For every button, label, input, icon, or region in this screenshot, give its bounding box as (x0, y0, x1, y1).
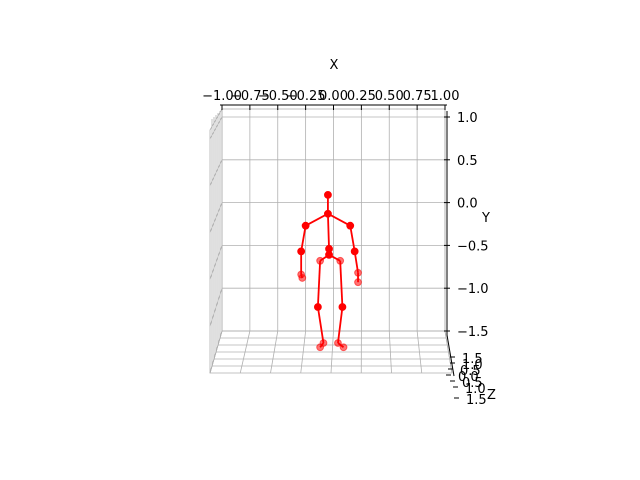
bone-right_shoulder-right_elbow (300, 225, 307, 252)
plot-panes (209, 107, 453, 374)
x-tick-label-8: 1.00 (431, 89, 460, 104)
x-tick-label-0: −1.00 (202, 89, 242, 104)
x-tick-label-1: −0.75 (230, 89, 270, 104)
joint-left_hand (354, 278, 362, 287)
skeleton-joints (297, 190, 362, 352)
joint-left_knee (338, 303, 347, 311)
joint-left_shoulder (346, 221, 355, 230)
x-tick-label-5: 0.25 (347, 89, 376, 104)
y-tick-label-3: −0.5 (457, 239, 489, 254)
joint-left_wrist (354, 268, 362, 277)
z-axis-label: Z (487, 388, 496, 403)
joint-right_hand (298, 274, 307, 282)
bone-right_knee-right_ankle (317, 306, 325, 344)
gridlines (209, 109, 453, 374)
joint-right_hip (316, 256, 325, 265)
bone-left_knee-left_ankle (337, 306, 344, 344)
x-tick-label-6: 0.50 (375, 89, 404, 104)
z-tick-label-0: 1.5 (462, 352, 483, 367)
joint-right_shoulder (301, 221, 310, 230)
z-axis-line (446, 334, 455, 377)
bone-right_hip-right_knee (316, 260, 322, 308)
y-tick-label-5: −1.5 (457, 325, 489, 340)
x-axis-label: X (330, 58, 339, 73)
joint-left_hip (336, 256, 345, 265)
x-tick-label-2: −0.50 (258, 89, 298, 104)
skeleton-bones (300, 194, 359, 348)
z-tick-label-5: 1.0 (465, 382, 486, 397)
x-tick-label-4: 0.00 (319, 89, 348, 104)
joint-left_elbow (350, 247, 359, 256)
bone-neck-right_shoulder (305, 212, 329, 227)
joint-left_ankle (334, 339, 342, 347)
y-tick-label-4: −1.0 (457, 282, 489, 297)
z-tick-label-4: 0.5 (462, 376, 483, 391)
z-tick-label-6: 1.5 (466, 393, 487, 408)
x-axis: −1.00−0.75−0.50−0.250.000.250.500.751.00 (202, 89, 459, 110)
y-tick-label-0: 1.0 (457, 111, 478, 126)
joint-head (324, 190, 332, 199)
bone-left_shoulder-left_elbow (349, 225, 356, 252)
x-tick-label-7: 0.75 (403, 89, 432, 104)
joint-neck (324, 209, 332, 218)
bone-neck-left_shoulder (327, 212, 351, 227)
bone-neck-spine (327, 213, 330, 249)
joint-right_knee (313, 303, 322, 311)
joint-left_foot (339, 343, 348, 352)
z-tick-label-3: 0.0 (458, 370, 479, 385)
y-axis-label: Y (481, 211, 490, 226)
joint-right_elbow (297, 247, 306, 256)
y-tick-label-2: 0.0 (457, 197, 478, 212)
z-tick-label-1: 1.0 (462, 358, 483, 373)
joint-right_foot (316, 343, 325, 352)
bone-left_hip-left_knee (339, 260, 344, 308)
joint-pelvis (325, 250, 333, 259)
z-tick-label-2: 0.5 (460, 364, 481, 379)
y-axis: 1.0 0.5 0.0 −0.5 −1.0 −1.5 (444, 111, 489, 340)
z-axis: 1.51.00.50.00.51.01.5 (446, 334, 487, 408)
x-tick-label-3: −0.25 (286, 89, 326, 104)
y-tick-label-1: 0.5 (457, 154, 478, 169)
